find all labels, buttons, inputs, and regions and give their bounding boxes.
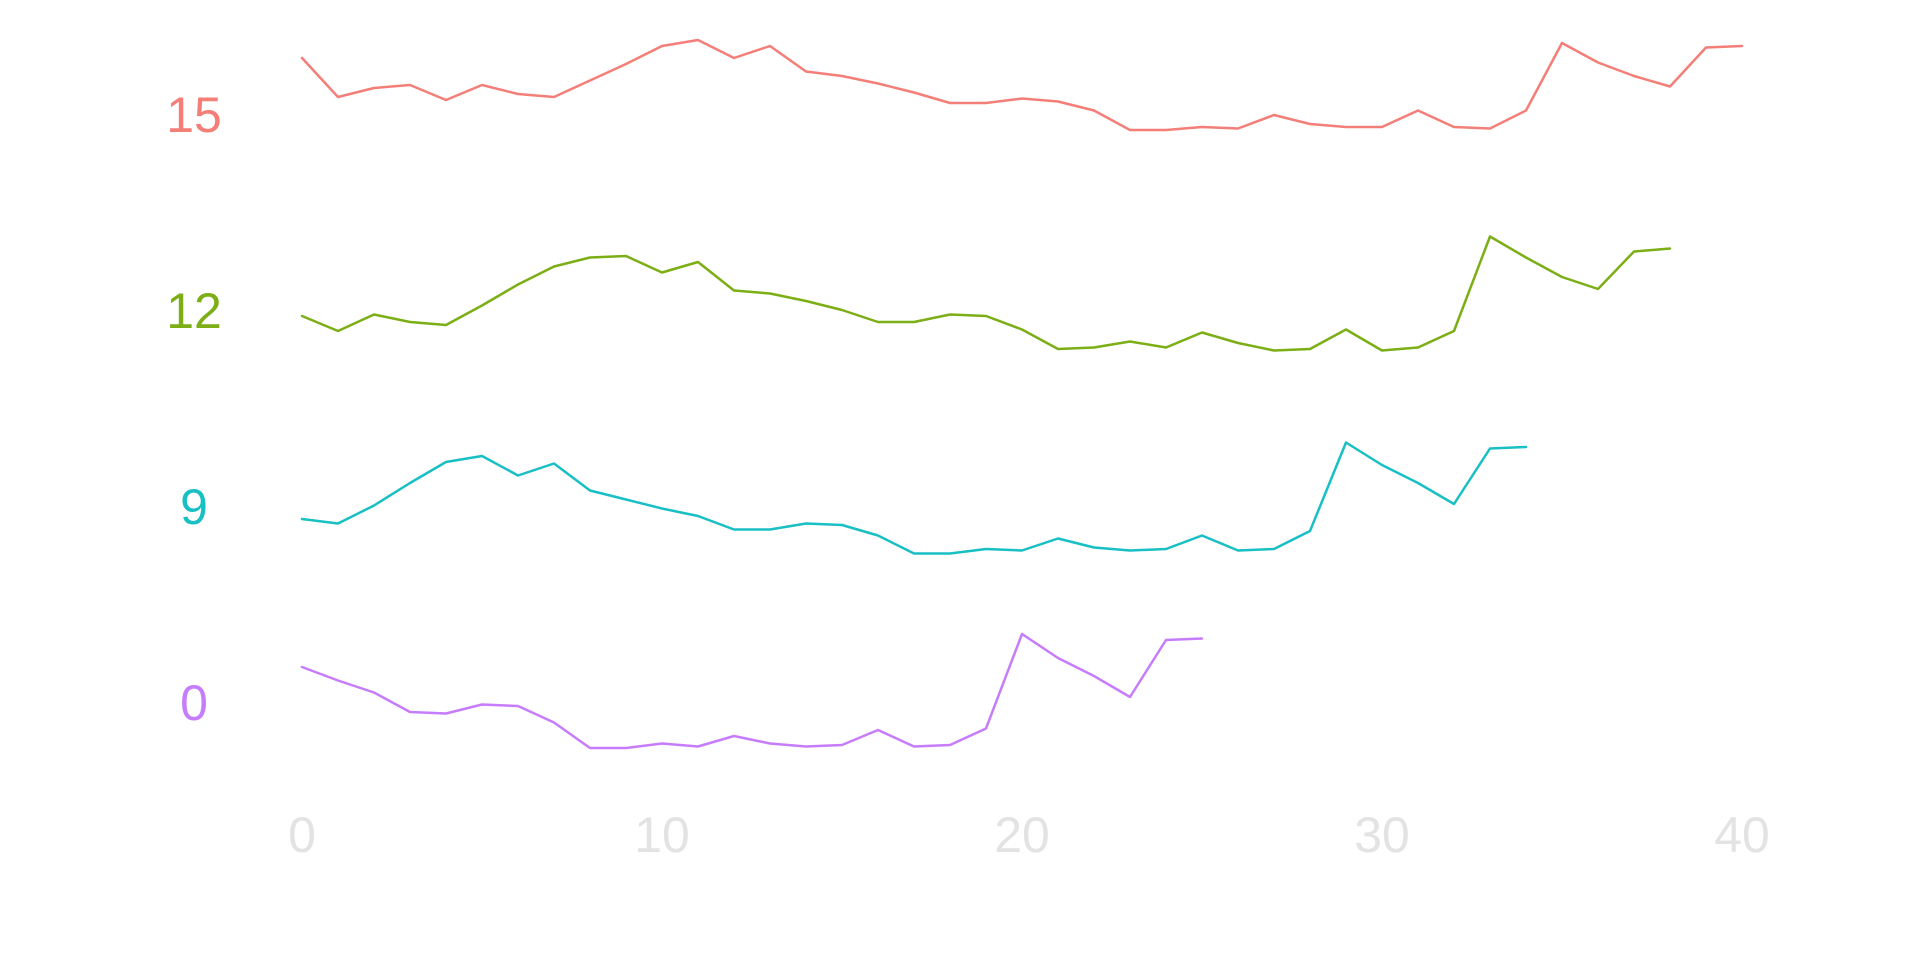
- row-label-15: 15: [166, 87, 222, 143]
- row-label-12: 12: [166, 283, 222, 339]
- row-label-9: 9: [180, 479, 208, 535]
- x-axis-ticks: 0 10 20 30 40: [288, 807, 1770, 863]
- x-tick-label-30: 30: [1354, 807, 1410, 863]
- x-tick-label-20: 20: [994, 807, 1050, 863]
- series-line-12: [300, 235, 1672, 352]
- series-line-15: [300, 38, 1744, 132]
- x-tick-label-10: 10: [634, 807, 690, 863]
- series-line-0: [300, 632, 1204, 750]
- x-tick-label-0: 0: [288, 807, 316, 863]
- row-label-0: 0: [180, 675, 208, 731]
- series-line-9: [300, 441, 1528, 555]
- row-labels: 15 12 9 0: [166, 87, 222, 731]
- series-layer: [300, 38, 1744, 750]
- x-tick-label-40: 40: [1714, 807, 1770, 863]
